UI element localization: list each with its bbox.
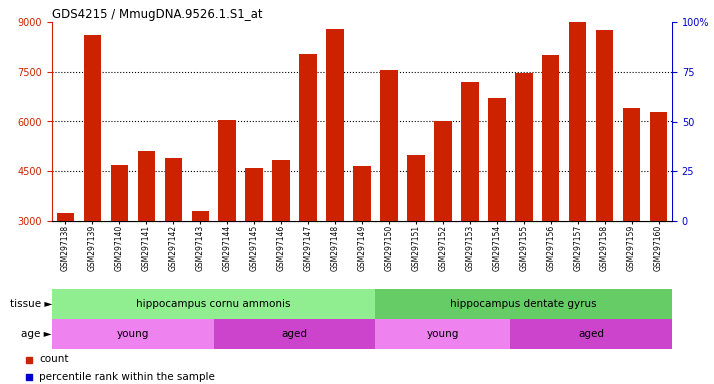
Bar <box>246 168 263 221</box>
Bar <box>596 30 613 221</box>
Bar <box>218 120 236 221</box>
Bar <box>353 166 371 221</box>
Bar <box>650 111 668 221</box>
Bar <box>299 53 317 221</box>
Bar <box>511 319 672 349</box>
Bar <box>84 35 101 221</box>
Bar <box>191 211 209 221</box>
Bar <box>542 55 560 221</box>
Bar <box>272 160 290 221</box>
Text: percentile rank within the sample: percentile rank within the sample <box>39 372 215 382</box>
Bar <box>56 213 74 221</box>
Bar <box>407 155 425 221</box>
Bar <box>138 151 155 221</box>
Bar <box>461 82 478 221</box>
Bar <box>52 319 213 349</box>
Text: GDS4215 / MmugDNA.9526.1.S1_at: GDS4215 / MmugDNA.9526.1.S1_at <box>52 8 263 21</box>
Bar <box>326 29 344 221</box>
Bar <box>376 289 672 319</box>
Text: hippocampus dentate gyrus: hippocampus dentate gyrus <box>451 299 597 309</box>
Text: young: young <box>116 329 149 339</box>
Text: count: count <box>39 354 69 364</box>
Bar <box>376 319 511 349</box>
Bar <box>569 22 586 221</box>
Bar <box>164 158 182 221</box>
Bar <box>213 319 376 349</box>
Bar <box>111 165 128 221</box>
Bar <box>515 73 533 221</box>
Bar <box>52 289 376 319</box>
Bar <box>623 108 640 221</box>
Bar <box>488 98 506 221</box>
Text: aged: aged <box>578 329 604 339</box>
Bar <box>380 70 398 221</box>
Text: young: young <box>427 329 459 339</box>
Text: aged: aged <box>281 329 308 339</box>
Text: tissue ►: tissue ► <box>9 299 52 309</box>
Bar <box>434 121 452 221</box>
Text: age ►: age ► <box>21 329 52 339</box>
Text: hippocampus cornu ammonis: hippocampus cornu ammonis <box>136 299 291 309</box>
